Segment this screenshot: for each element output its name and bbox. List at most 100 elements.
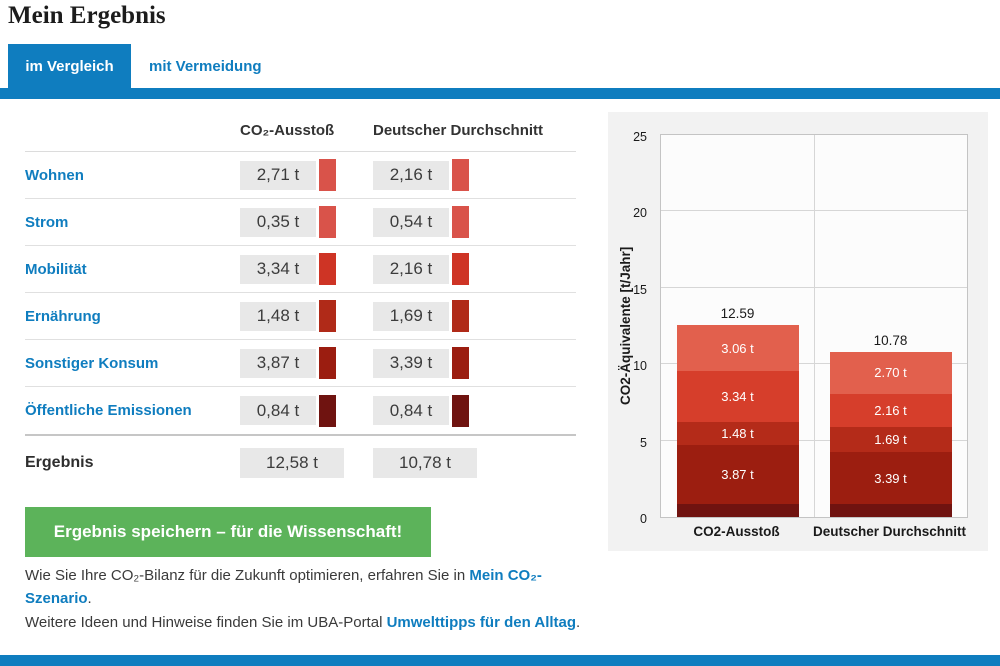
chart-x-label: CO2-Ausstoß	[693, 524, 780, 539]
chart-y-tick-label: 5	[640, 435, 647, 450]
value-cell: 0,84 t	[240, 394, 373, 427]
tab-im-vergleich[interactable]: im Vergleich	[8, 44, 131, 88]
bar-segment-label: 1.69 t	[874, 431, 907, 447]
table-header-row: CO₂-Ausstoß Deutscher Durchschnitt	[25, 110, 576, 152]
color-swatch	[452, 206, 469, 238]
bar-segment: 2.16 t	[829, 393, 952, 427]
bar-segment	[676, 504, 799, 517]
color-swatch	[452, 347, 469, 379]
chart-x-label: Deutscher Durchschnitt	[812, 524, 967, 539]
bar-total-label: 12.59	[720, 305, 755, 321]
value-cell: 0,54 t	[373, 206, 576, 238]
bar-segment-label: 3.34 t	[721, 389, 754, 405]
footer-text-1: Wie Sie Ihre CO₂-Bilanz für die Zukunft …	[25, 567, 470, 584]
color-swatch	[319, 394, 336, 427]
value-cell: 1,69 t	[373, 300, 576, 332]
table-row-strom: Strom 0,35 t 0,54 t	[25, 199, 576, 246]
value-cell: 2,16 t	[373, 253, 576, 285]
bar-total-label: 10.78	[873, 333, 908, 349]
footer-text-2: Weitere Ideen und Hinweise finden Sie im…	[25, 614, 387, 631]
bar-segment: 3.39 t	[829, 452, 952, 505]
bar-segment-label: 2.70 t	[874, 365, 907, 381]
bar-segment-label: 1.48 t	[721, 426, 754, 442]
chart-x-axis-labels: CO2-Ausstoß Deutscher Durchschnitt	[660, 524, 968, 546]
chart-gridline	[661, 363, 967, 365]
link-umwelttipps[interactable]: Umwelttipps für den Alltag	[386, 614, 577, 631]
bar-segment: 2.70 t	[829, 352, 952, 394]
category-link-mobilitaet[interactable]: Mobilität	[25, 260, 87, 278]
bar-segment: 3.06 t	[676, 324, 799, 372]
value-cell: 3,39 t	[373, 347, 576, 379]
value-box: 0,84 t	[240, 396, 316, 425]
result-table: CO₂-Ausstoß Deutscher Durchschnitt Wohne…	[25, 110, 576, 490]
chart-y-tick-label: 25	[633, 130, 647, 144]
result-label: Ergebnis	[25, 454, 94, 471]
bottom-accent-bar	[0, 655, 1000, 666]
value-box: 2,16 t	[373, 254, 449, 284]
chart-y-tick-label: 15	[633, 282, 647, 297]
value-box: 3,39 t	[373, 348, 449, 378]
value-box: 0,35 t	[240, 207, 316, 237]
tab-underline-bar	[0, 88, 1000, 99]
color-swatch	[319, 253, 336, 285]
color-swatch	[452, 394, 469, 427]
value-cell: 10,78 t	[373, 448, 576, 478]
category-link-ernaehrung[interactable]: Ernährung	[25, 307, 101, 325]
value-box: 0,84 t	[373, 396, 449, 425]
value-box: 0,54 t	[373, 207, 449, 237]
category-link-oeffentliche-emissionen[interactable]: Öffentliche Emissionen	[25, 402, 192, 419]
bar-segment-label: 3.87 t	[721, 467, 754, 483]
table-row-mobilitaet: Mobilität 3,34 t 2,16 t	[25, 246, 576, 293]
chart-gridline	[661, 439, 967, 441]
value-box: 3,87 t	[240, 348, 316, 378]
chart-plot: 3.06 t 3.34 t 1.48 t 3.87 t 12.59 2.70 t 2.16 …	[660, 134, 968, 518]
value-box: 2,16 t	[373, 160, 449, 190]
color-swatch	[452, 253, 469, 285]
page-title: Mein Ergebnis	[8, 2, 166, 29]
bar-segment-label: 3.06 t	[721, 340, 754, 356]
footer-period-1: .	[87, 590, 92, 607]
chart-y-tick-label: 0	[640, 512, 647, 526]
result-value-box: 10,78 t	[373, 448, 477, 478]
stacked-bar-2: 2.70 t 2.16 t 1.69 t 3.39 t	[829, 352, 952, 517]
table-row-ergebnis: Ergebnis 12,58 t 10,78 t	[25, 434, 576, 490]
category-link-sonstiger-konsum[interactable]: Sonstiger Konsum	[25, 354, 159, 372]
footer-paragraph-1: Wie Sie Ihre CO₂-Bilanz für die Zukunft …	[25, 564, 582, 610]
chart-y-tick-label: 20	[633, 206, 647, 221]
value-box: 2,71 t	[240, 160, 316, 190]
value-box: 1,48 t	[240, 301, 316, 331]
stacked-bar-1: 3.06 t 3.34 t 1.48 t 3.87 t	[676, 324, 799, 517]
footer-paragraph-2: Weitere Ideen und Hinweise finden Sie im…	[25, 611, 582, 634]
category-link-strom[interactable]: Strom	[25, 213, 69, 231]
tab-mit-vermeidung[interactable]: mit Vermeidung	[149, 57, 262, 75]
footer-period-2: .	[576, 614, 581, 631]
value-cell: 1,48 t	[240, 300, 373, 332]
bar-segment-label: 2.16 t	[874, 402, 907, 418]
chart-column-separator	[814, 135, 815, 517]
value-cell: 12,58 t	[240, 448, 373, 478]
value-cell: 3,34 t	[240, 253, 373, 285]
value-box: 3,34 t	[240, 254, 316, 284]
value-box: 1,69 t	[373, 301, 449, 331]
color-swatch	[319, 347, 336, 379]
bar-segment-label: 3.39 t	[874, 470, 907, 486]
footer-text-block: Wie Sie Ihre CO₂-Bilanz für die Zukunft …	[25, 564, 582, 635]
category-link-wohnen[interactable]: Wohnen	[25, 166, 84, 184]
bar-segment: 1.69 t	[829, 426, 952, 453]
chart-y-tick-label: 10	[633, 359, 647, 374]
color-swatch	[319, 159, 336, 191]
table-row-sonstiger-konsum: Sonstiger Konsum 3,87 t 3,39 t	[25, 340, 576, 387]
color-swatch	[319, 206, 336, 238]
chart-gridline	[661, 286, 967, 288]
value-cell: 2,16 t	[373, 159, 576, 191]
chart-y-axis-ticks: 0 5 10 15 20 25	[608, 130, 654, 526]
save-result-button[interactable]: Ergebnis speichern – für die Wissenschaf…	[25, 507, 431, 557]
chart-gridline	[661, 210, 967, 212]
bar-segment: 3.34 t	[676, 371, 799, 423]
link-mein-co2-szenario[interactable]: Mein CO₂-Szenario	[25, 567, 542, 607]
table-row-ernaehrung: Ernährung 1,48 t 1,69 t	[25, 293, 576, 340]
color-swatch	[452, 300, 469, 332]
table-row-wohnen: Wohnen 2,71 t 2,16 t	[25, 152, 576, 199]
value-cell: 0,35 t	[240, 206, 373, 238]
color-swatch	[452, 159, 469, 191]
